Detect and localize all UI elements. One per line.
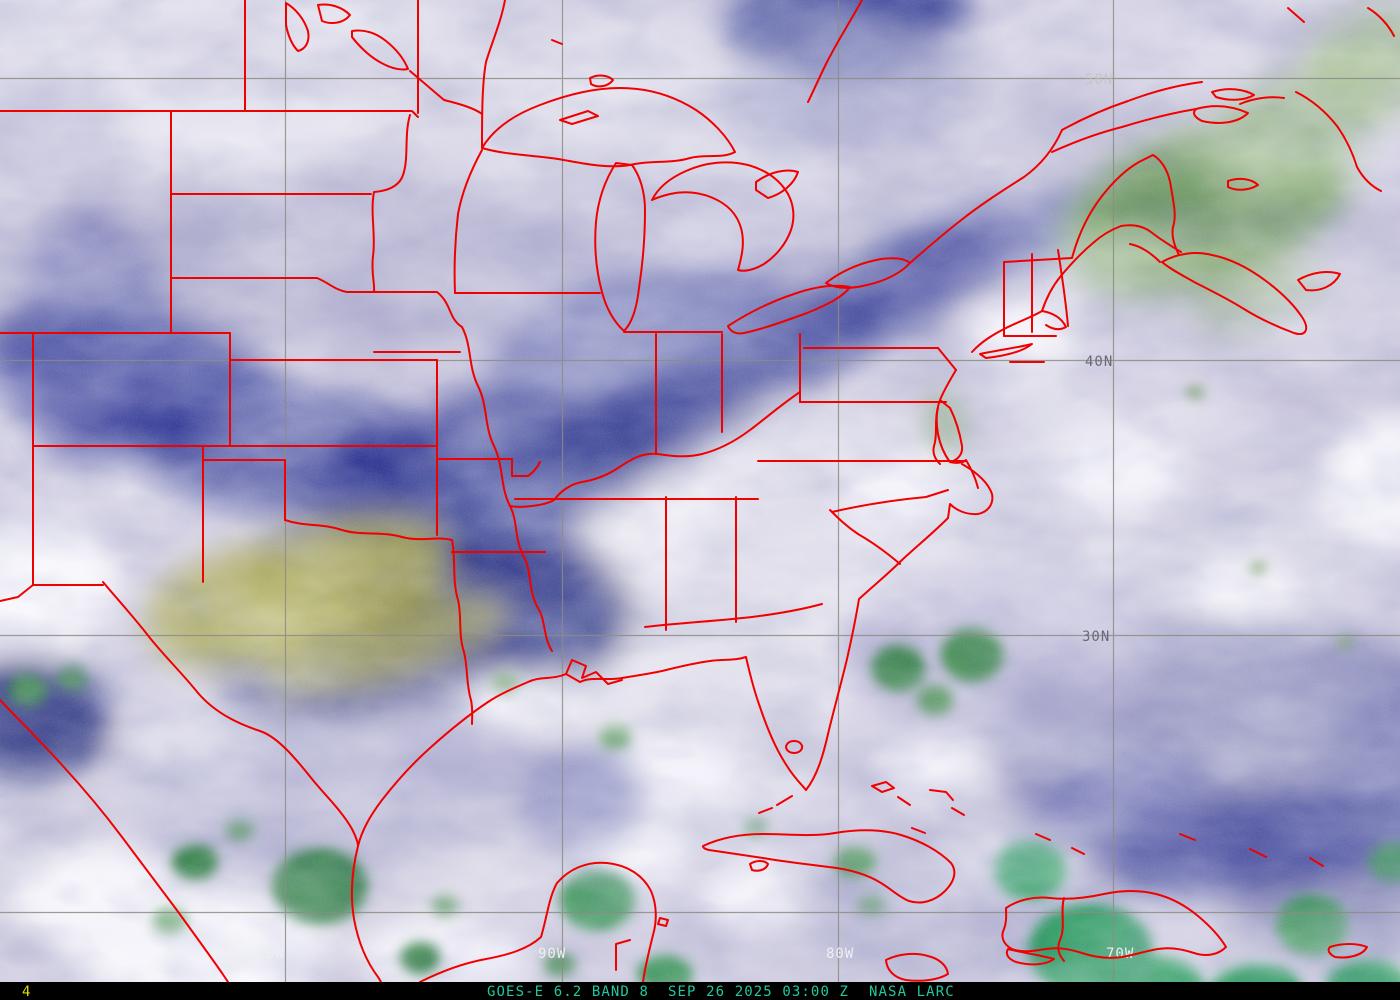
- lat-label-30n: 30N: [1082, 629, 1110, 645]
- ohio-river-border: [509, 391, 801, 508]
- red-river-border: [284, 519, 453, 541]
- lon-label-100w: 100W: [247, 946, 285, 962]
- lat-label-40n: 40N: [1085, 354, 1113, 370]
- lake-huron-outline: [651, 161, 795, 272]
- florida-west-coast: [579, 656, 807, 791]
- frame-counter-text: 4: [22, 984, 32, 1000]
- jamaica-outline: [885, 952, 949, 982]
- yucatan-outline: [419, 861, 657, 982]
- caption-background: [0, 982, 1400, 1000]
- lake-michigan-outline: [594, 162, 646, 332]
- southeast-coast: [805, 517, 949, 791]
- grid-labels: 50N 40N 30N 100W 90W 80W 70W: [247, 72, 1134, 962]
- cuba-outline: [702, 829, 956, 904]
- lon-label-90w: 90W: [538, 946, 566, 962]
- mexico-pacific-coast: [0, 699, 229, 982]
- gulf-coast: [357, 673, 567, 847]
- lon-label-80w: 80W: [826, 946, 854, 962]
- caption-credit-text: NASA LARC: [869, 984, 955, 1000]
- lake-superior-outline: [481, 87, 736, 168]
- texas-east-border: [451, 539, 474, 725]
- lon-label-70w: 70W: [1106, 946, 1134, 962]
- caption-band-text: GOES-E 6.2 BAND 8: [487, 984, 649, 1000]
- lake-erie-outline: [727, 284, 851, 335]
- nova-scotia-outline: [1161, 252, 1308, 335]
- caption-timestamp-text: SEP 26 2025 03:00 Z: [668, 984, 849, 1000]
- political-boundaries-overlay: [0, 0, 1395, 982]
- lat-label-50n: 50N: [1085, 72, 1113, 88]
- caption-bar: 4 GOES-E 6.2 BAND 8 SEP 26 2025 03:00 Z …: [0, 982, 1400, 1000]
- rio-grande-border: [102, 581, 382, 982]
